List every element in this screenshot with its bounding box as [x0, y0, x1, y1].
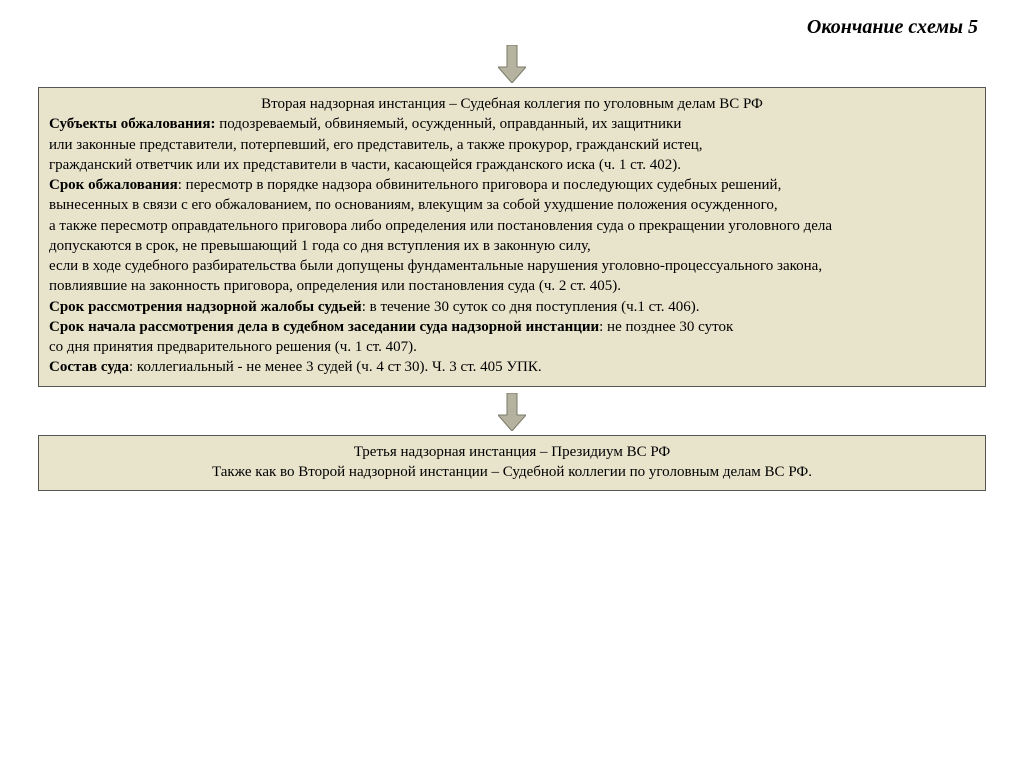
box1-review-text: : в течение 30 суток со дня поступления … [362, 299, 700, 315]
box1-heading: Вторая надзорная инстанция – Судебная ко… [49, 94, 975, 114]
box-second-instance: Вторая надзорная инстанция – Судебная ко… [38, 87, 986, 387]
box1-term-label: Срок обжалования [49, 177, 178, 193]
down-arrow-icon [498, 393, 526, 431]
box1-start-text: : не позднее 30 суток [599, 319, 733, 335]
box2-heading: Третья надзорная инстанция – Президиум В… [49, 442, 975, 462]
box1-line: или законные представители, потерпевший,… [49, 135, 975, 155]
page-root: Окончание схемы 5 Вторая надзорная инста… [0, 0, 1024, 767]
box2-line: Также как во Второй надзорной инстанции … [49, 462, 975, 482]
arrow-2-wrap [38, 393, 986, 431]
box1-line: повлиявшие на законность приговора, опре… [49, 276, 975, 296]
box1-subj-text: подозреваемый, обвиняемый, осужденный, о… [215, 116, 681, 132]
box1-line: если в ходе судебного разбирательства бы… [49, 256, 975, 276]
box1-court-text: : коллегиальный - не менее 3 судей (ч. 4… [129, 359, 542, 375]
box1-court-label: Состав суда [49, 359, 129, 375]
box1-line: гражданский ответчик или их представител… [49, 155, 975, 175]
box1-line: Срок рассмотрения надзорной жалобы судье… [49, 297, 975, 317]
box1-line: Состав суда: коллегиальный - не менее 3 … [49, 357, 975, 377]
box1-line: допускаются в срок, не превышающий 1 год… [49, 236, 975, 256]
box1-line: со дня принятия предварительного решения… [49, 337, 975, 357]
box-third-instance: Третья надзорная инстанция – Президиум В… [38, 435, 986, 492]
box1-term-text: : пересмотр в порядке надзора обвинитель… [178, 177, 782, 193]
box1-line: Срок начала рассмотрения дела в судебном… [49, 317, 975, 337]
box1-line: Срок обжалования: пересмотр в порядке на… [49, 175, 975, 195]
page-title: Окончание схемы 5 [38, 14, 978, 41]
arrow-1-wrap [38, 45, 986, 83]
box1-line: а также пересмотр оправдательного пригов… [49, 216, 975, 236]
box1-subj-label: Субъекты обжалования: [49, 116, 215, 132]
box1-line: Субъекты обжалования: подозреваемый, обв… [49, 114, 975, 134]
down-arrow-icon [498, 45, 526, 83]
box1-review-label: Срок рассмотрения надзорной жалобы судье… [49, 299, 362, 315]
box1-start-label: Срок начала рассмотрения дела в судебном… [49, 319, 599, 335]
box1-line: вынесенных в связи с его обжалованием, п… [49, 195, 975, 215]
